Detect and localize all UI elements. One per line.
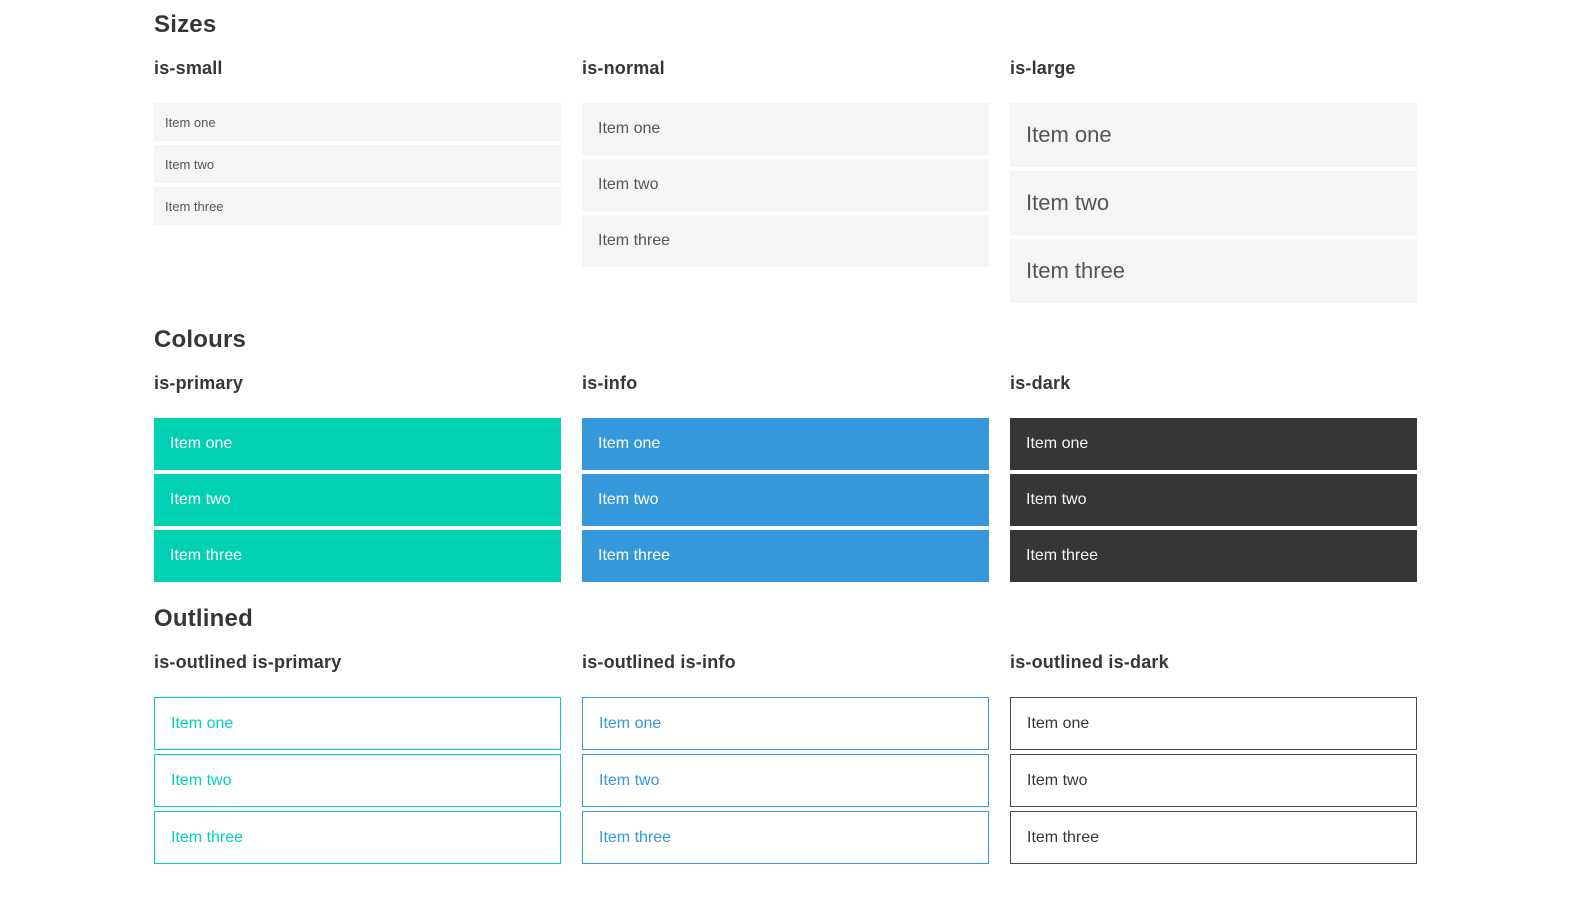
list-item[interactable]: Item three <box>582 530 989 582</box>
group-is-outlined-is-info: is-outlined is-info Item one Item two It… <box>582 651 989 864</box>
list-item[interactable]: Item one <box>1010 418 1417 470</box>
list-is-large: Item one Item two Item three <box>1010 103 1417 303</box>
list-item[interactable]: Item three <box>154 187 561 225</box>
list-item[interactable]: Item one <box>154 418 561 470</box>
group-label-is-dark: is-dark <box>1010 373 1071 393</box>
group-is-outlined-is-primary: is-outlined is-primary Item one Item two… <box>154 651 561 864</box>
list-is-info: Item one Item two Item three <box>582 418 989 582</box>
group-is-primary: is-primary Item one Item two Item three <box>154 372 561 582</box>
list-is-primary: Item one Item two Item three <box>154 418 561 582</box>
list-item[interactable]: Item two <box>582 474 989 526</box>
group-is-large: is-large Item one Item two Item three <box>1010 57 1417 303</box>
list-item[interactable]: Item three <box>154 530 561 582</box>
list-is-dark: Item one Item two Item three <box>1010 418 1417 582</box>
section-colours: Colours is-primary Item one Item two Ite… <box>154 325 1419 582</box>
list-is-outlined-is-dark: Item one Item two Item three <box>1010 697 1417 864</box>
group-label-is-primary: is-primary <box>154 373 244 393</box>
list-item[interactable]: Item two <box>154 145 561 183</box>
list-item[interactable]: Item three <box>1010 239 1417 303</box>
list-item[interactable]: Item two <box>582 754 989 807</box>
section-title-outlined: Outlined <box>154 605 253 632</box>
list-item[interactable]: Item two <box>154 754 561 807</box>
group-label-is-normal: is-normal <box>582 58 665 78</box>
section-title-colours: Colours <box>154 326 247 353</box>
list-item[interactable]: Item two <box>154 474 561 526</box>
list-item[interactable]: Item one <box>1010 103 1417 167</box>
group-is-outlined-is-dark: is-outlined is-dark Item one Item two It… <box>1010 651 1417 864</box>
group-is-dark: is-dark Item one Item two Item three <box>1010 372 1417 582</box>
list-item[interactable]: Item one <box>582 697 989 750</box>
list-is-outlined-is-primary: Item one Item two Item three <box>154 697 561 864</box>
list-item[interactable]: Item three <box>1010 811 1417 864</box>
list-item[interactable]: Item one <box>1010 697 1417 750</box>
list-item[interactable]: Item three <box>154 811 561 864</box>
outlined-groups-row: is-outlined is-primary Item one Item two… <box>154 651 1419 864</box>
group-is-normal: is-normal Item one Item two Item three <box>582 57 989 267</box>
list-item[interactable]: Item one <box>582 418 989 470</box>
group-label-is-outlined-is-primary: is-outlined is-primary <box>154 652 342 672</box>
group-label-is-outlined-is-dark: is-outlined is-dark <box>1010 652 1169 672</box>
list-is-small: Item one Item two Item three <box>154 103 561 225</box>
list-item[interactable]: Item two <box>1010 754 1417 807</box>
list-is-outlined-is-info: Item one Item two Item three <box>582 697 989 864</box>
list-item[interactable]: Item one <box>154 697 561 750</box>
list-item[interactable]: Item one <box>154 103 561 141</box>
group-is-small: is-small Item one Item two Item three <box>154 57 561 225</box>
group-label-is-small: is-small <box>154 58 223 78</box>
list-item[interactable]: Item two <box>1010 171 1417 235</box>
list-item[interactable]: Item two <box>582 159 989 211</box>
list-item[interactable]: Item two <box>1010 474 1417 526</box>
colours-groups-row: is-primary Item one Item two Item three … <box>154 372 1419 582</box>
section-sizes: Sizes is-small Item one Item two Item th… <box>154 10 1419 303</box>
group-label-is-large: is-large <box>1010 58 1076 78</box>
group-is-info: is-info Item one Item two Item three <box>582 372 989 582</box>
section-title-sizes: Sizes <box>154 11 217 38</box>
list-item[interactable]: Item three <box>1010 530 1417 582</box>
group-label-is-info: is-info <box>582 373 638 393</box>
group-label-is-outlined-is-info: is-outlined is-info <box>582 652 736 672</box>
list-item[interactable]: Item one <box>582 103 989 155</box>
section-outlined: Outlined is-outlined is-primary Item one… <box>154 604 1419 864</box>
list-item[interactable]: Item three <box>582 215 989 267</box>
list-is-normal: Item one Item two Item three <box>582 103 989 267</box>
sizes-groups-row: is-small Item one Item two Item three is… <box>154 57 1419 303</box>
list-item[interactable]: Item three <box>582 811 989 864</box>
